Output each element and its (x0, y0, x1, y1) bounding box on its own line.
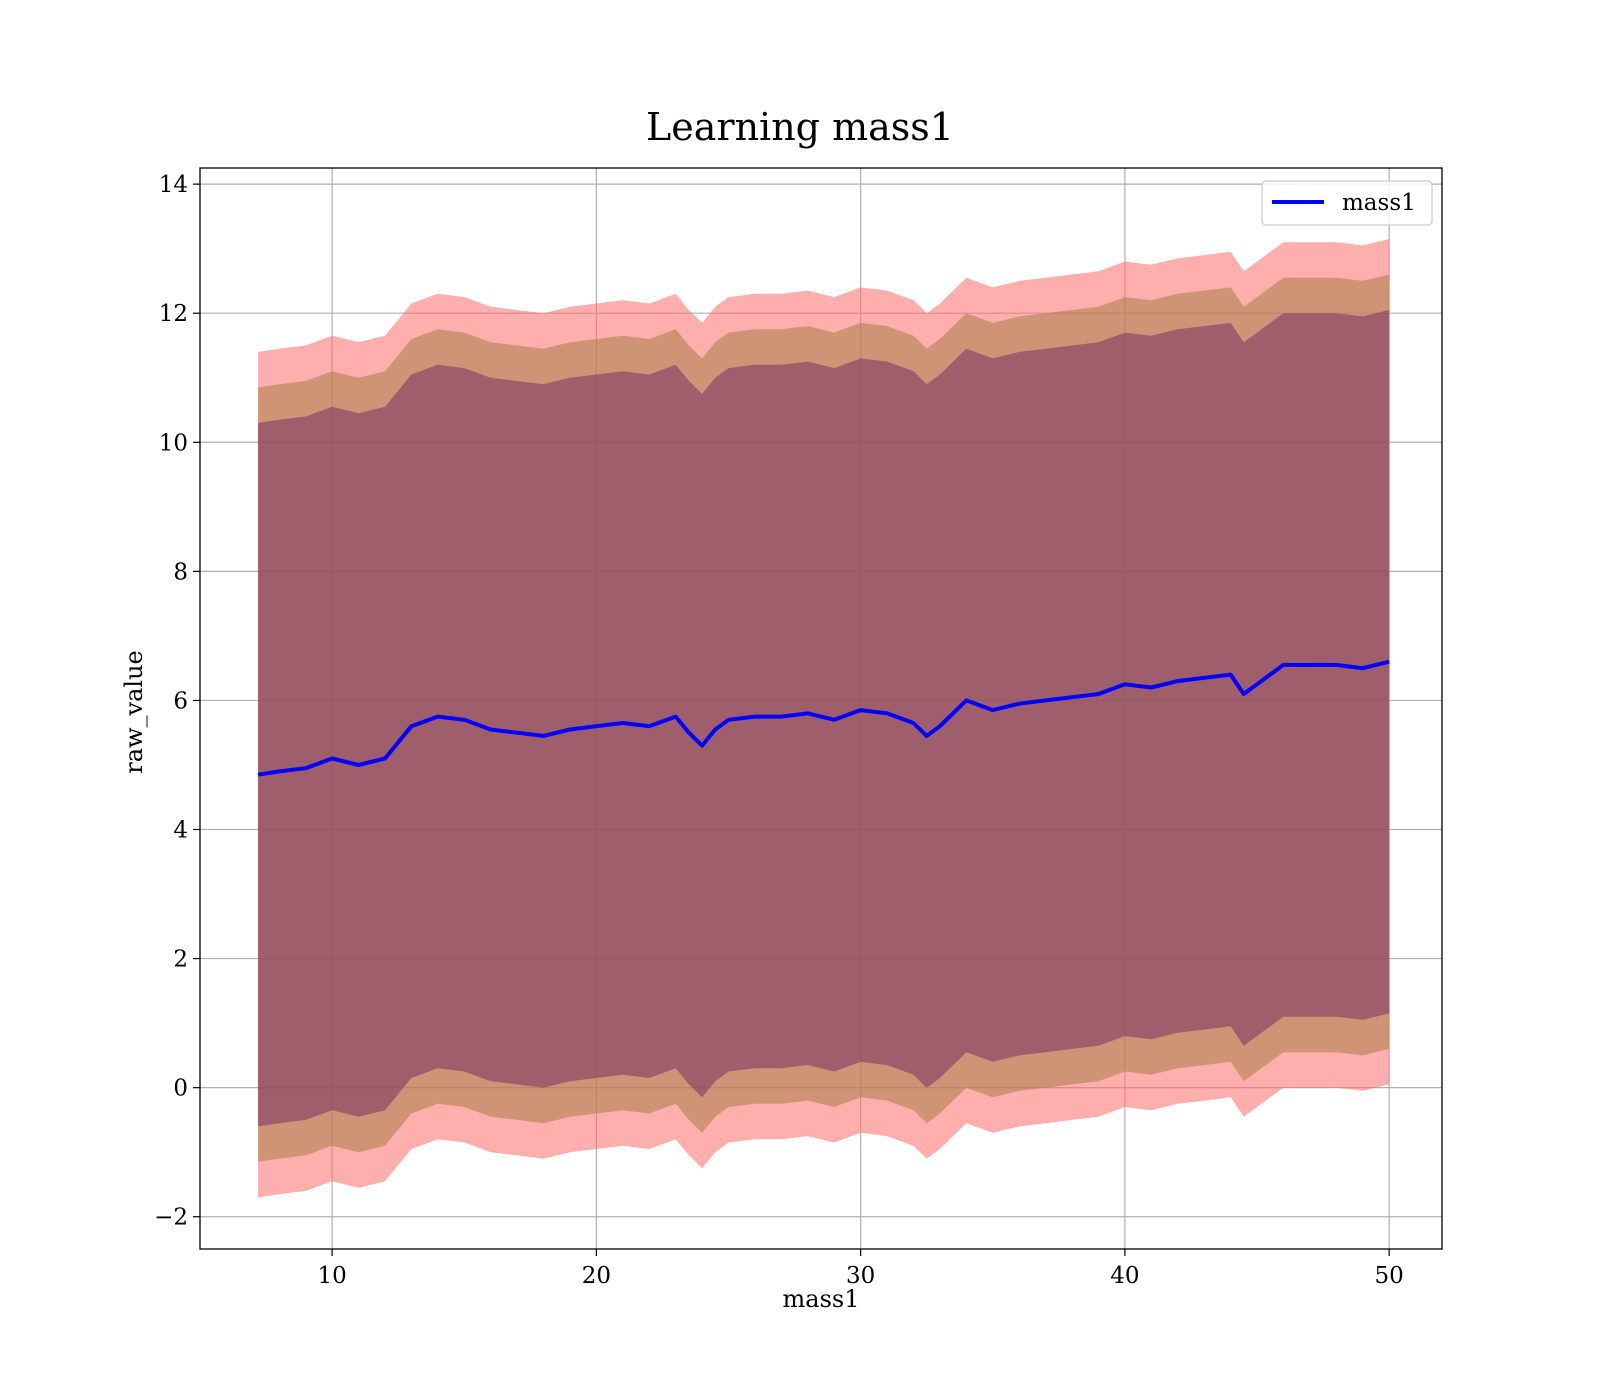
legend-label: mass1 (1342, 190, 1416, 216)
x-axis-label: mass1 (783, 1285, 860, 1313)
series-lines (257, 659, 1390, 777)
series-line-mass1 (257, 659, 1390, 777)
y-tick-label: 6 (173, 688, 188, 714)
y-tick-label: 2 (173, 947, 188, 973)
legend-box (1261, 180, 1433, 226)
x-axis-ticks: 10 20 30 40 50 (317, 1249, 1404, 1289)
x-tick-label: 10 (317, 1263, 346, 1289)
x-tick-label: 20 (582, 1263, 611, 1289)
x-tick-label: 30 (846, 1263, 875, 1289)
y-axis-label: raw_value (120, 650, 148, 774)
y-tick-label: −2 (154, 1205, 188, 1231)
y-tick-label: 8 (173, 559, 188, 585)
y-tick-label: 14 (159, 172, 188, 198)
x-tick-label: 50 (1375, 1263, 1404, 1289)
y-tick-label: 4 (173, 818, 188, 844)
y-tick-label: 0 (173, 1076, 188, 1102)
plot-frame (199, 167, 1443, 1250)
legend: mass1 (1261, 180, 1433, 226)
y-tick-label: 12 (159, 301, 188, 327)
x-tick-label: 40 (1110, 1263, 1139, 1289)
y-axis-ticks: −2 0 2 4 6 8 10 12 14 (154, 172, 200, 1231)
chart-title: Learning mass1 (646, 105, 954, 149)
y-tick-label: 10 (159, 430, 188, 456)
